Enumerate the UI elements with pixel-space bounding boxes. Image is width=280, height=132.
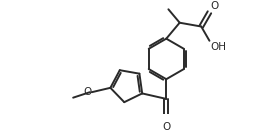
Text: OH: OH	[211, 42, 227, 52]
Text: methoxy: methoxy	[41, 95, 71, 101]
Text: O: O	[162, 122, 171, 132]
Text: O: O	[83, 87, 91, 97]
Text: O: O	[211, 1, 219, 11]
